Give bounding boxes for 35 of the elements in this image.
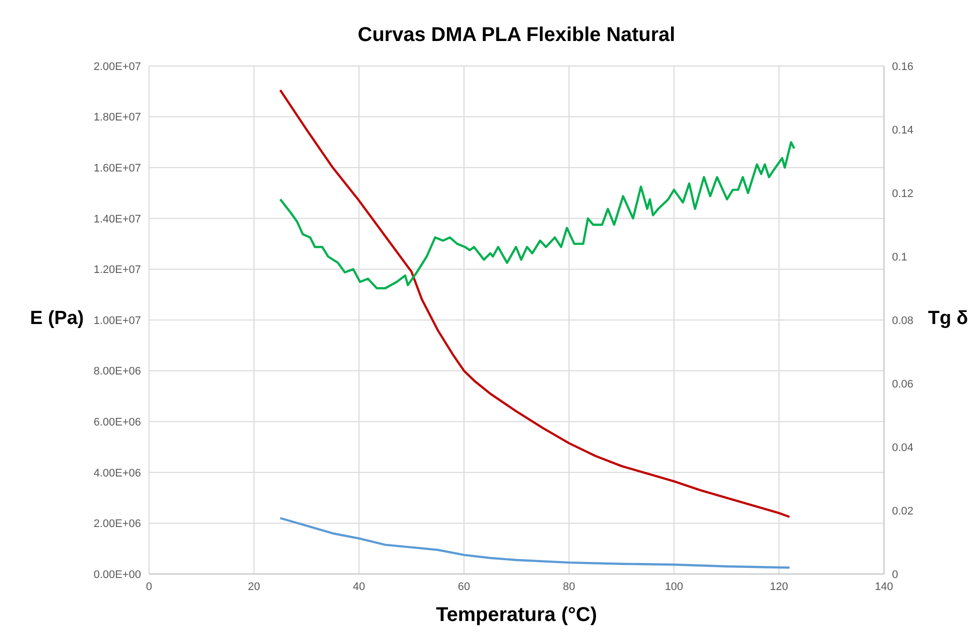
y-tick-label: 1.40E+07 (94, 213, 141, 226)
x-tick-label: 120 (770, 580, 788, 593)
x-tick-label: 20 (248, 580, 260, 593)
y2-tick-label: 0.04 (892, 442, 914, 454)
y2-tick-label: 0.16 (892, 60, 914, 73)
x-tick-label: 140 (874, 580, 894, 593)
y2-tick-label: 0.1 (892, 251, 908, 264)
y-tick-label: 1.80E+07 (94, 112, 141, 124)
y-tick-label: 0.00E+00 (94, 568, 141, 581)
line-series (279, 89, 791, 518)
y-tick-label: 1.00E+07 (94, 314, 141, 327)
y-tick-label: 1.60E+07 (94, 162, 141, 175)
y-tick-label: 1.20E+07 (94, 264, 141, 276)
x-axis-title: Temperatura (°C) (435, 604, 598, 627)
y2-tick-label: 0.02 (892, 505, 914, 518)
y2-axis-title: Tg δ (928, 308, 968, 330)
y-tick-label: 4.00E+06 (94, 467, 141, 480)
chart-title: Curvas DMA PLA Flexible Natural (356, 24, 676, 47)
x-tick-label: 100 (664, 580, 684, 593)
y2-tick-label: 0.14 (892, 124, 914, 136)
line-series (279, 517, 791, 569)
y-tick-label: 2.00E+07 (94, 60, 141, 73)
line-series (279, 141, 796, 290)
y-tick-label: 8.00E+06 (94, 366, 141, 378)
y2-tick-label: 0 (892, 568, 898, 581)
x-tick-label: 40 (352, 580, 366, 593)
y-tick-label: 6.00E+06 (94, 416, 141, 429)
y2-tick-label: 0.06 (892, 378, 914, 390)
x-tick-label: 80 (562, 580, 576, 593)
y2-tick-label: 0.08 (892, 314, 914, 327)
y2-tick-label: 0.12 (892, 188, 914, 200)
y-axis-title: E (Pa) (30, 308, 84, 330)
x-tick-label: 60 (458, 580, 470, 593)
x-tick-label: 0 (146, 580, 152, 593)
y-tick-label: 2.00E+06 (94, 518, 141, 530)
